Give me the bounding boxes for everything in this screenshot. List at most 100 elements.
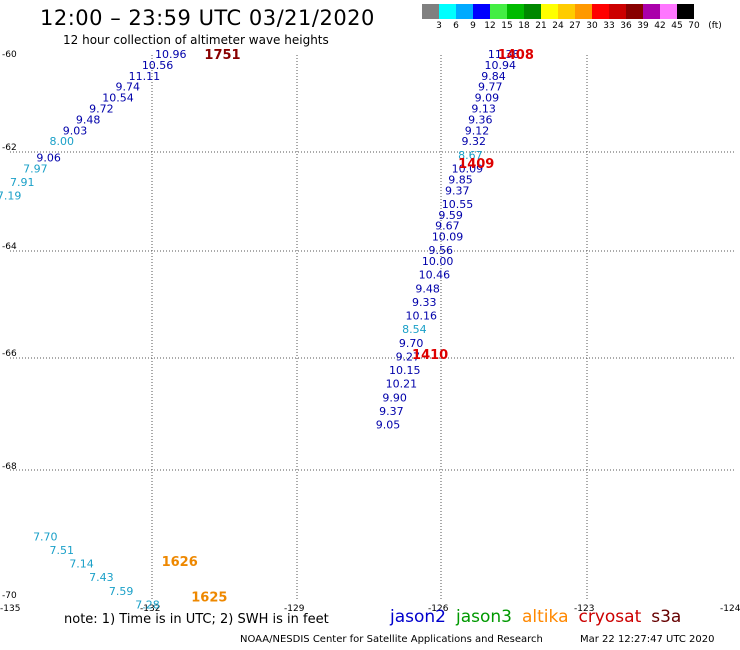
x-tick-label: -132 [140, 604, 160, 614]
legend-swatch [490, 4, 507, 19]
footnote: note: 1) Time is in UTC; 2) SWH is in fe… [64, 612, 329, 627]
generation-timestamp: Mar 22 12:27:47 UTC 2020 [580, 634, 715, 645]
legend-label: 12 [484, 21, 496, 31]
legend-swatch [507, 4, 524, 19]
wave-height-point: 10.96 [155, 48, 187, 61]
wave-height-point: 9.37 [445, 184, 470, 197]
credit-text: NOAA/NESDIS Center for Satellite Applica… [240, 634, 543, 645]
legend-label: 45 [671, 21, 683, 31]
legend-swatch [524, 4, 541, 19]
legend-swatch [643, 4, 660, 19]
wave-height-point: 9.59 [438, 209, 463, 222]
wave-height-point: 10.15 [389, 364, 421, 377]
legend-swatch [575, 4, 592, 19]
wave-height-point: 9.32 [461, 135, 486, 148]
page-subtitle: 12 hour collection of altimeter wave hei… [63, 33, 329, 47]
wave-height-point: 10.21 [386, 378, 418, 391]
wave-height-point: 9.27 [396, 350, 421, 363]
wave-height-point: 7.91 [10, 176, 35, 189]
wave-height-point: 9.77 [478, 81, 503, 94]
legend-label: 3 [436, 21, 442, 31]
time-label: 1408 [498, 48, 534, 63]
wave-height-point: 9.70 [399, 337, 424, 350]
satellite-legend: jason2 jason3 altika cryosat s3a [390, 607, 691, 627]
legend-label: 21 [535, 21, 547, 31]
wave-height-point: 7.43 [89, 571, 114, 584]
x-tick-label: -129 [284, 604, 305, 614]
legend-swatch [473, 4, 490, 19]
legend-swatch [558, 4, 575, 19]
wave-height-point: 10.09 [432, 231, 464, 244]
wave-height-point: 8.00 [50, 135, 75, 148]
wave-height-point: 9.09 [475, 92, 500, 105]
legend-swatch [422, 4, 439, 19]
page-title: 12:00 – 23:59 UTC 03/21/2020 [40, 6, 375, 30]
legend-swatch [456, 4, 473, 19]
legend-label: 70 [688, 21, 700, 31]
legend-swatch [609, 4, 626, 19]
legend-label: 30 [586, 21, 598, 31]
wave-height-point: 10.00 [422, 255, 454, 268]
legend-swatch [626, 4, 643, 19]
legend-swatch [541, 4, 558, 19]
y-tick-label: -66 [2, 349, 17, 359]
wave-height-point: 10.46 [419, 269, 451, 282]
legend-swatch [677, 4, 694, 19]
legend-label: 39 [637, 21, 649, 31]
wave-height-point: 7.19 [0, 190, 21, 203]
wave-height-point: 9.84 [481, 70, 506, 83]
satellite-cryosat: cryosat [578, 607, 642, 627]
legend-label: 24 [552, 21, 564, 31]
legend-swatch [439, 4, 456, 19]
color-legend: 3 6 9 12 15 18 21 24 27 30 33 36 39 42 45 70 (ft) [422, 4, 722, 31]
wave-height-point: 9.36 [468, 113, 493, 126]
y-tick-label: -68 [2, 462, 17, 472]
wave-height-point: 7.59 [109, 585, 134, 598]
y-tick-label: -70 [2, 591, 17, 601]
wave-height-point: 10.55 [442, 198, 474, 211]
wave-height-point: 9.74 [115, 81, 140, 94]
legend-label: 33 [603, 21, 615, 31]
y-tick-label: -60 [2, 50, 17, 60]
wave-height-point: 7.70 [33, 530, 58, 543]
wave-height-point: 9.48 [76, 113, 101, 126]
x-tick-label: -124 [720, 604, 740, 614]
legend-label: 18 [518, 21, 530, 31]
legend-labels: 3 6 9 12 15 18 21 24 27 30 33 36 39 42 45 70 (ft) [422, 21, 740, 35]
wave-height-point: 9.03 [63, 124, 88, 137]
wave-height-point: 9.48 [415, 282, 440, 295]
legend-label: 6 [453, 21, 459, 31]
satellite-jason3: jason3 [456, 607, 512, 627]
y-tick-label: -62 [2, 143, 17, 153]
time-label: 1751 [204, 48, 240, 63]
wave-height-point: 9.05 [376, 419, 401, 432]
wave-height-point: 9.06 [36, 152, 61, 165]
legend-swatch [592, 4, 609, 19]
wave-height-point: 9.56 [429, 244, 454, 257]
x-tick-label: -123 [574, 604, 594, 614]
legend-label: 36 [620, 21, 632, 31]
legend-label: (ft) [708, 21, 722, 31]
wave-height-point: 11.11 [129, 70, 161, 83]
wave-height-point: 10.94 [485, 59, 516, 72]
wave-height-point: 10.54 [102, 92, 134, 105]
wave-height-point: 9.37 [379, 405, 404, 418]
legend-swatch [660, 4, 677, 19]
wave-height-point: 8.67 [458, 149, 483, 162]
legend-label: 27 [569, 21, 581, 31]
x-tick-label: -135 [0, 604, 20, 614]
legend-label: 15 [501, 21, 513, 31]
wave-height-point: 8.54 [402, 323, 427, 336]
time-label: 1410 [412, 348, 448, 363]
satellite-s3a: s3a [651, 607, 682, 627]
satellite-jason2: jason2 [390, 607, 446, 627]
wave-height-point: 9.72 [89, 103, 114, 116]
wave-height-point: 7.97 [23, 162, 47, 175]
wave-height-point: 9.13 [471, 103, 496, 116]
wave-height-point: 7.51 [50, 544, 75, 557]
y-tick-label: -64 [2, 242, 17, 252]
time-label: 1409 [458, 157, 494, 172]
wave-height-point: 10.16 [405, 310, 437, 323]
wave-height-point: 7.28 [135, 598, 160, 611]
